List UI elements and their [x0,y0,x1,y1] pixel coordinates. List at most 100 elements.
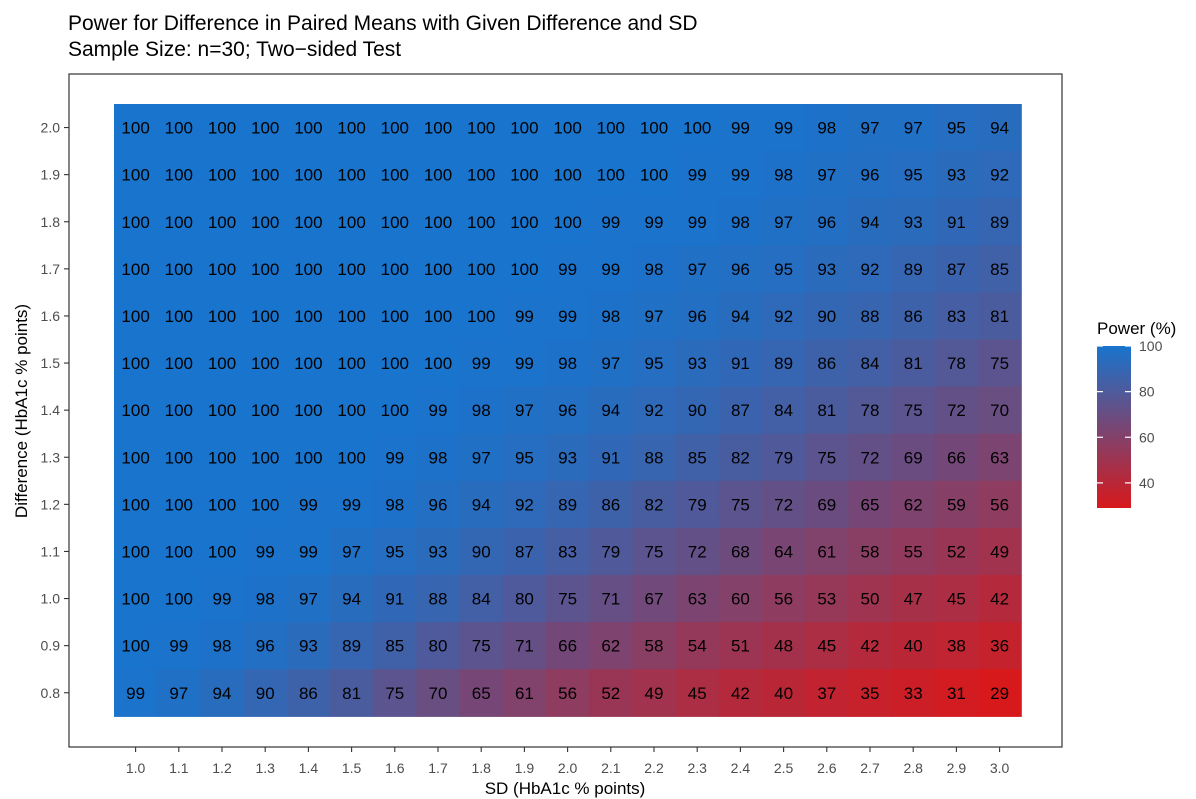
heatmap-cell [330,669,374,717]
heatmap-cell [589,151,633,199]
heatmap-cell-label: 100 [165,590,193,609]
heatmap-cell-label: 100 [510,166,538,185]
heatmap-cell [157,245,201,293]
heatmap-cell-label: 100 [381,354,409,373]
heatmap-cell-label: 97 [774,213,793,232]
heatmap-cell [762,575,806,623]
heatmap-cell-label: 100 [208,307,236,326]
heatmap-cell-label: 97 [472,448,491,467]
heatmap-cell [934,669,979,717]
heatmap-cell-label: 52 [947,542,966,561]
heatmap-cell-label: 100 [121,307,149,326]
heatmap-cell [934,622,979,670]
heatmap-cell-label: 45 [688,684,707,703]
heatmap-cell-label: 100 [208,166,236,185]
heatmap-cell-label: 99 [601,213,620,232]
heatmap-cell-label: 53 [817,590,836,609]
heatmap-cell [546,104,590,152]
heatmap-cell-label: 56 [558,684,577,703]
x-tick-label: 2.6 [817,760,837,776]
heatmap-cell-label: 72 [774,495,793,514]
heatmap-cell [200,433,245,482]
heatmap-cell [330,527,374,576]
heatmap-cell-label: 100 [294,213,322,232]
heatmap-cell-label: 89 [558,495,577,514]
heatmap-cell-label: 100 [251,354,279,373]
heatmap-cell-label: 100 [251,401,279,420]
heatmap-cell [243,245,288,293]
heatmap-cell-label: 100 [381,166,409,185]
heatmap-cell-label: 78 [861,401,880,420]
heatmap-cell [546,433,590,482]
heatmap-cell [459,245,504,293]
heatmap-cell [114,104,158,152]
heatmap-cell-label: 84 [861,354,880,373]
heatmap-cell-label: 42 [990,590,1009,609]
heatmap-cell [114,480,158,529]
heatmap-cell [546,339,590,388]
heatmap-cell [459,151,504,199]
heatmap-cell [243,151,288,199]
heatmap-cell-label: 100 [121,637,149,656]
heatmap-cell-label: 100 [683,119,711,138]
heatmap-cell-label: 86 [904,307,923,326]
heatmap-cell-label: 69 [817,495,836,514]
heatmap-cell [243,480,288,529]
heatmap-cell [675,480,720,529]
heatmap-cell [373,527,417,576]
heatmap-cell [114,198,158,246]
heatmap-cell [330,386,374,435]
heatmap-cell-label: 95 [385,542,404,561]
heatmap-cell [416,433,461,482]
heatmap-cell-label: 98 [558,354,577,373]
heatmap-cell [200,622,245,670]
heatmap-cell-label: 75 [385,684,404,703]
heatmap-cell [805,527,849,576]
heatmap-cell-label: 100 [294,260,322,279]
heatmap-cell [286,622,331,670]
heatmap-cell [546,480,590,529]
heatmap-cell-label: 100 [121,542,149,561]
heatmap-cell-label: 36 [990,637,1009,656]
heatmap-cell [848,151,893,199]
heatmap-cell [502,245,547,293]
heatmap-cell [589,575,633,623]
heatmap-cell-label: 84 [774,401,793,420]
heatmap-cell-label: 97 [688,260,707,279]
y-tick-label: 1.4 [41,402,61,418]
heatmap-cell [762,198,806,246]
heatmap-cell [459,480,504,529]
x-tick-label: 2.9 [947,760,967,776]
heatmap-cell [200,480,245,529]
heatmap-cell-label: 100 [467,260,495,279]
heatmap-cell [330,245,374,293]
x-tick-label: 1.2 [212,760,232,776]
heatmap-cell [157,575,201,623]
heatmap-cell [200,339,245,388]
heatmap-cell-label: 71 [515,637,534,656]
heatmap-cell-label: 100 [553,213,581,232]
heatmap-cell-label: 100 [121,166,149,185]
heatmap-cell [632,622,677,670]
heatmap-cell-label: 56 [774,590,793,609]
heatmap-cell [848,480,893,529]
heatmap-cell-label: 100 [467,307,495,326]
heatmap-cell [718,575,763,623]
heatmap-cell [114,292,158,341]
heatmap-cell-label: 42 [861,637,880,656]
heatmap-cell-label: 100 [381,401,409,420]
heatmap-cell-label: 59 [947,495,966,514]
heatmap-cell [589,198,633,246]
heatmap-cell-label: 72 [861,448,880,467]
heatmap-cell [373,104,417,152]
heatmap-cell [934,292,979,341]
heatmap-cell-label: 88 [429,590,448,609]
heatmap-cell [286,151,331,199]
heatmap-cell [546,151,590,199]
heatmap-cell-label: 100 [208,542,236,561]
heatmap-cell [675,527,720,576]
heatmap-cell [546,292,590,341]
heatmap-cell-label: 75 [904,401,923,420]
heatmap-cell-label: 40 [774,684,793,703]
x-tick-label: 2.8 [903,760,923,776]
